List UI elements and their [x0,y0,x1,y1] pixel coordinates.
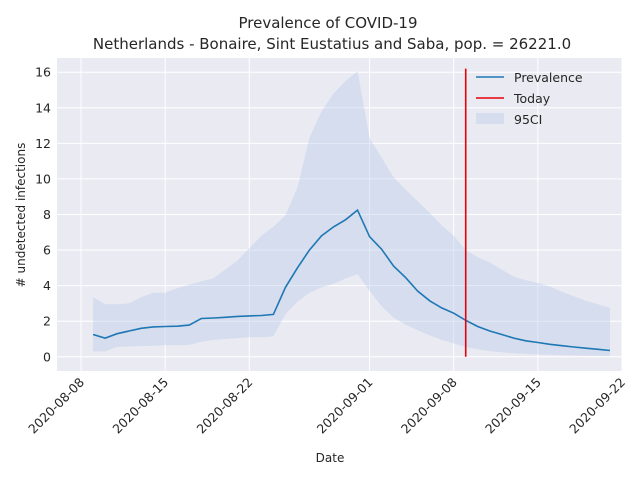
y-tick-label: 4 [43,278,51,293]
legend-today-label: Today [513,91,551,106]
chart-subtitle: Netherlands - Bonaire, Sint Eustatius an… [93,35,571,53]
x-axis-ticks: 2020-08-08 2020-08-15 2020-08-22 2020-09-01… [25,374,628,436]
x-tick-label: 2020-08-22 [193,375,255,437]
y-axis-ticks: 0 2 4 6 8 10 12 14 16 [35,65,51,365]
y-tick-label: 16 [35,65,51,80]
x-tick-label: 2020-09-01 [314,375,376,437]
y-tick-label: 12 [35,136,51,151]
legend: Prevalence Today 95CI [476,70,583,127]
ci-band [93,71,611,356]
legend-prevalence-label: Prevalence [514,70,583,85]
y-tick-label: 8 [43,207,51,222]
x-axis-label: Date [316,451,345,465]
y-tick-label: 0 [43,349,51,364]
legend-ci-label: 95CI [514,112,542,127]
y-axis-label: # undetected infections [14,143,28,288]
y-tick-label: 10 [35,171,51,186]
y-tick-label: 2 [43,314,51,329]
x-tick-label: 2020-09-15 [482,375,544,437]
y-tick-label: 6 [43,243,51,258]
chart-title: Prevalence of COVID-19 [238,14,417,32]
prevalence-line [92,208,611,352]
y-tick-label: 14 [35,100,51,115]
x-tick-label: 2020-08-08 [25,374,87,436]
legend-ci-swatch [476,113,504,124]
x-tick-label: 2020-08-15 [109,375,171,437]
x-tick-label: 2020-09-22 [566,375,628,437]
grid-lines [57,58,623,371]
x-tick-label: 2020-09-08 [398,374,460,436]
